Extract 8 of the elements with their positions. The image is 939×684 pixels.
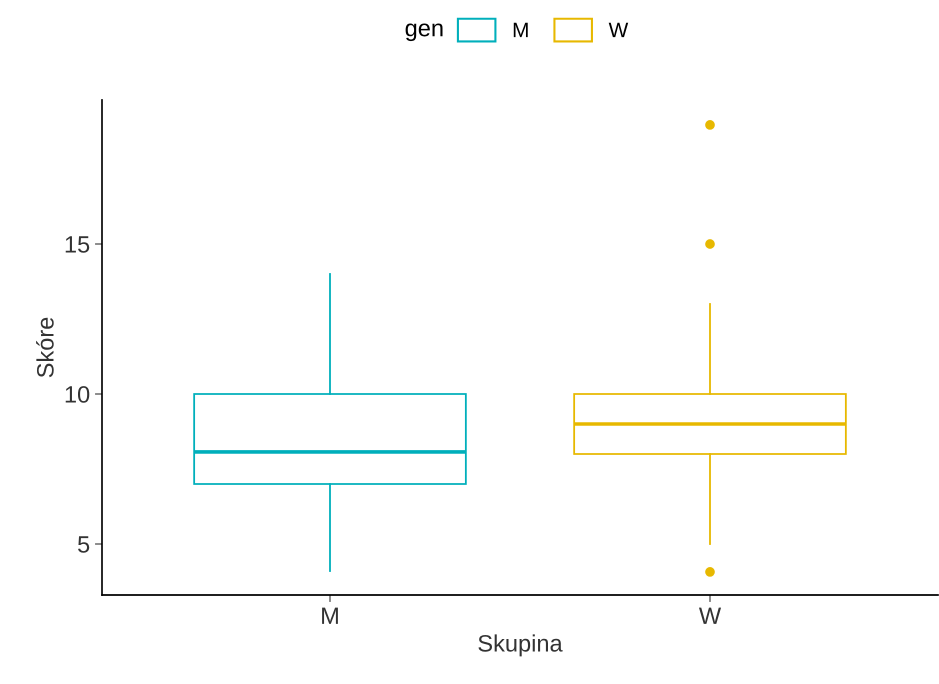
x-axis-title: Skupina	[478, 634, 563, 656]
legend-title: gen	[406, 24, 442, 42]
legend-label: M	[514, 22, 528, 38]
y-tick-label: 10	[66, 386, 90, 403]
y-axis-title: Skóre	[36, 318, 54, 378]
y-tick-label: 5	[78, 536, 90, 553]
legend-label: W	[608, 22, 628, 38]
y-tick-label: 15	[66, 236, 90, 253]
